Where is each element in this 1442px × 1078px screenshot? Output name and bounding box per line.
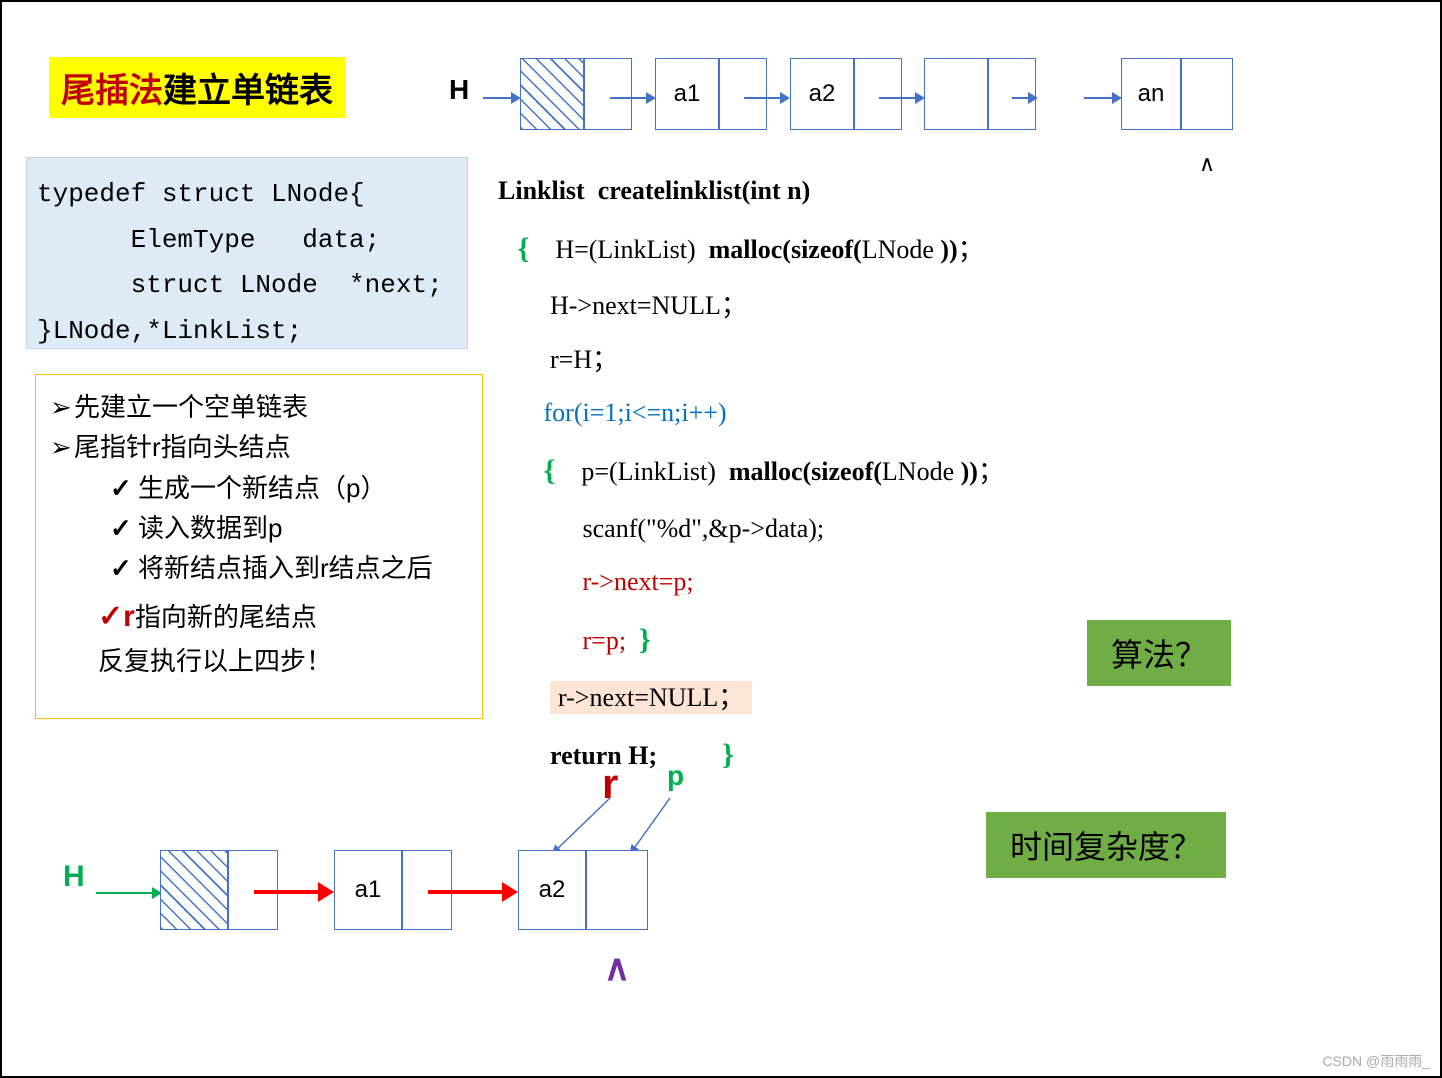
typedef-l3: struct LNode *next; xyxy=(37,263,457,309)
h-label-top: H xyxy=(449,74,469,106)
typedef-l4: }LNode,*LinkList; xyxy=(37,309,457,355)
node-a2-label-2: a2 xyxy=(519,851,585,929)
arrow-3 xyxy=(879,97,917,99)
p-pointer-label: p xyxy=(667,760,684,792)
head-hatch-2 xyxy=(161,851,227,929)
code-l6e: ； xyxy=(978,457,1004,486)
code-block: Linklist createlinklist(int n) { H=(Link… xyxy=(498,164,1004,786)
code-l3-text: H->next=NULL； xyxy=(550,291,747,320)
node-divider xyxy=(585,851,587,929)
code-l11: return H; } xyxy=(498,724,1004,786)
algo-box: 算法？ xyxy=(1087,620,1231,686)
code-l6a: p=(LinkList) xyxy=(581,457,729,486)
code-l3: H->next=NULL； xyxy=(498,279,1004,333)
node-an-label: an xyxy=(1122,59,1180,129)
arrow-h-to-head xyxy=(483,97,513,99)
arrow-red-1 xyxy=(254,890,322,894)
node-divider xyxy=(853,59,855,129)
brace-1: { xyxy=(518,232,530,265)
code-l10-text: r->next=NULL； xyxy=(550,681,752,714)
code-l6d: )) xyxy=(961,457,978,486)
node-a1-label: a1 xyxy=(656,59,718,129)
code-l2b: malloc(sizeof( xyxy=(709,235,862,264)
node-divider xyxy=(583,59,585,129)
arrow-1 xyxy=(610,97,648,99)
code-l2: { H=(LinkList) malloc(sizeof(LNode ))； xyxy=(498,218,1004,280)
step-4: 反复执行以上四步！ xyxy=(50,641,468,681)
arrow-2 xyxy=(744,97,782,99)
title-box: 尾插法建立单链表 xyxy=(49,57,345,118)
step-3: ✓r指向新的尾结点 xyxy=(50,594,468,641)
time-box: 时间复杂度？ xyxy=(986,812,1226,878)
node-a2-label: a2 xyxy=(791,59,853,129)
node-an-top: an ∧ xyxy=(1121,58,1233,130)
code-l6b: malloc(sizeof( xyxy=(729,457,882,486)
arrow-green-h xyxy=(96,892,154,894)
code-l5: for(i=1;i<=n;i++) xyxy=(498,386,1004,440)
code-l10: r->next=NULL； xyxy=(498,671,1004,725)
node-divider xyxy=(401,851,403,929)
code-l6: { p=(LinkList) malloc(sizeof(LNode ))； xyxy=(498,440,1004,502)
step-2b: ✓读入数据到p xyxy=(50,508,468,548)
typedef-l2: ElemType data; xyxy=(37,218,457,264)
step-2c: ✓将新结点插入到r结点之后 xyxy=(50,548,468,588)
step-3-rest: 指向新的尾结点 xyxy=(135,602,317,632)
null-symbol-bottom: ∧ xyxy=(585,929,649,1007)
node-head-top xyxy=(520,58,632,130)
node-divider xyxy=(227,851,229,929)
step-3-r: r xyxy=(123,600,135,633)
code-l4-text: r=H； xyxy=(550,345,618,374)
step-2b-text: 读入数据到p xyxy=(138,513,282,543)
code-l6c: LNode xyxy=(882,457,961,486)
brace-4: } xyxy=(722,738,734,771)
code-l9: r=p; } xyxy=(498,609,1004,671)
arrow-to-an xyxy=(1084,97,1114,99)
node-a1-top: a1 xyxy=(655,58,767,130)
step-2-text: 尾指针r指向头结点 xyxy=(74,432,291,462)
title-red: 尾插法 xyxy=(61,72,163,110)
h-label-bottom: H xyxy=(63,860,85,894)
step-1-text: 先建立一个空单链表 xyxy=(74,392,308,422)
typedef-box: typedef struct LNode{ ElemType data; str… xyxy=(26,157,468,349)
title-black: 建立单链表 xyxy=(163,72,333,110)
code-l7-text: scanf("%d",&p->data); xyxy=(583,514,825,543)
step-2a: ✓生成一个新结点（p） xyxy=(50,468,468,508)
node-empty-top xyxy=(924,58,1036,130)
node-a1-label-2: a1 xyxy=(335,851,401,929)
node-a2-bottom: a2 ∧ xyxy=(518,850,648,930)
watermark: CSDN @雨雨雨_ xyxy=(1322,1051,1430,1071)
brace-2: { xyxy=(544,454,556,487)
code-l8: r->next=p; xyxy=(498,555,1004,609)
typedef-l1: typedef struct LNode{ xyxy=(37,172,457,218)
code-l2d: )) xyxy=(940,235,957,264)
step-4-text: 反复执行以上四步！ xyxy=(98,646,332,676)
code-l7: scanf("%d",&p->data); xyxy=(498,502,1004,556)
step-1: ➢先建立一个空单链表 xyxy=(50,387,468,427)
head-hatch xyxy=(521,59,583,129)
code-l1: Linklist createlinklist(int n) xyxy=(498,164,1004,218)
step-2: ➢尾指针r指向头结点 xyxy=(50,427,468,467)
step-2c-text: 将新结点插入到r结点之后 xyxy=(138,553,433,583)
steps-box: ➢先建立一个空单链表 ➢尾指针r指向头结点 ✓生成一个新结点（p） ✓读入数据到… xyxy=(35,374,483,719)
arrow-4 xyxy=(1012,97,1030,99)
node-divider xyxy=(987,59,989,129)
code-l2c: LNode xyxy=(862,235,941,264)
node-divider xyxy=(718,59,720,129)
node-a2-top: a2 xyxy=(790,58,902,130)
node-divider xyxy=(1180,59,1182,129)
null-symbol-top: ∧ xyxy=(1180,129,1234,199)
code-l2e: ； xyxy=(958,235,984,264)
code-l9-text: r=p; xyxy=(583,626,627,655)
code-l2a: H=(LinkList) xyxy=(555,235,708,264)
arrow-red-2 xyxy=(428,890,506,894)
code-l4: r=H； xyxy=(498,333,1004,387)
caret-symbol: ∧ xyxy=(604,947,630,989)
brace-3: } xyxy=(639,623,651,656)
code-l8-text: r->next=p; xyxy=(583,567,694,596)
code-l5-text: for(i=1;i<=n;i++) xyxy=(544,398,727,427)
step-2a-text: 生成一个新结点（p） xyxy=(138,473,386,503)
